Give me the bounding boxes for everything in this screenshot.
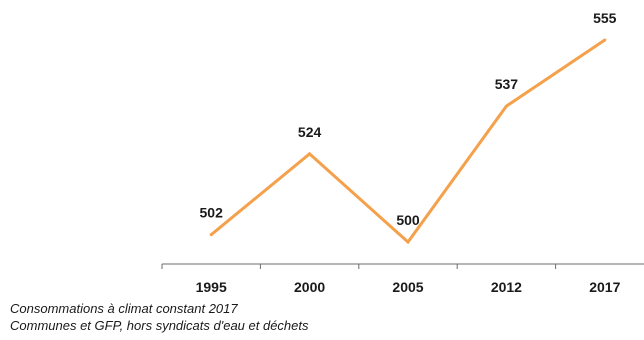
note-climate: Consommations à climat constant 2017 <box>10 301 238 316</box>
line-chart: 1995 2000 2005 2012 2017 502 524 500 537 555 <box>161 10 644 295</box>
x-tick-labels: 1995 2000 2005 2012 2017 <box>196 279 621 295</box>
data-point <box>603 38 607 42</box>
data-label: 524 <box>298 124 322 140</box>
data-point <box>209 233 213 237</box>
chart-notes: Consommations à climat constant 2017 Com… <box>10 300 630 334</box>
series-line-group <box>209 38 607 245</box>
x-tick-label: 2017 <box>589 279 620 295</box>
x-tick-label: 2000 <box>294 279 325 295</box>
data-label: 502 <box>200 205 224 221</box>
x-axis <box>161 263 644 269</box>
x-tick-label: 2005 <box>392 279 423 295</box>
data-point <box>308 152 312 156</box>
data-label: 537 <box>495 76 519 92</box>
x-tick-label: 1995 <box>196 279 227 295</box>
data-point <box>406 240 410 244</box>
data-label: 500 <box>396 212 420 228</box>
note-scope: Communes et GFP, hors syndicats d'eau et… <box>10 318 309 333</box>
x-tick-label: 2012 <box>491 279 522 295</box>
data-point <box>504 104 508 108</box>
data-labels: 502 524 500 537 555 <box>200 10 617 228</box>
data-label: 555 <box>593 10 617 26</box>
